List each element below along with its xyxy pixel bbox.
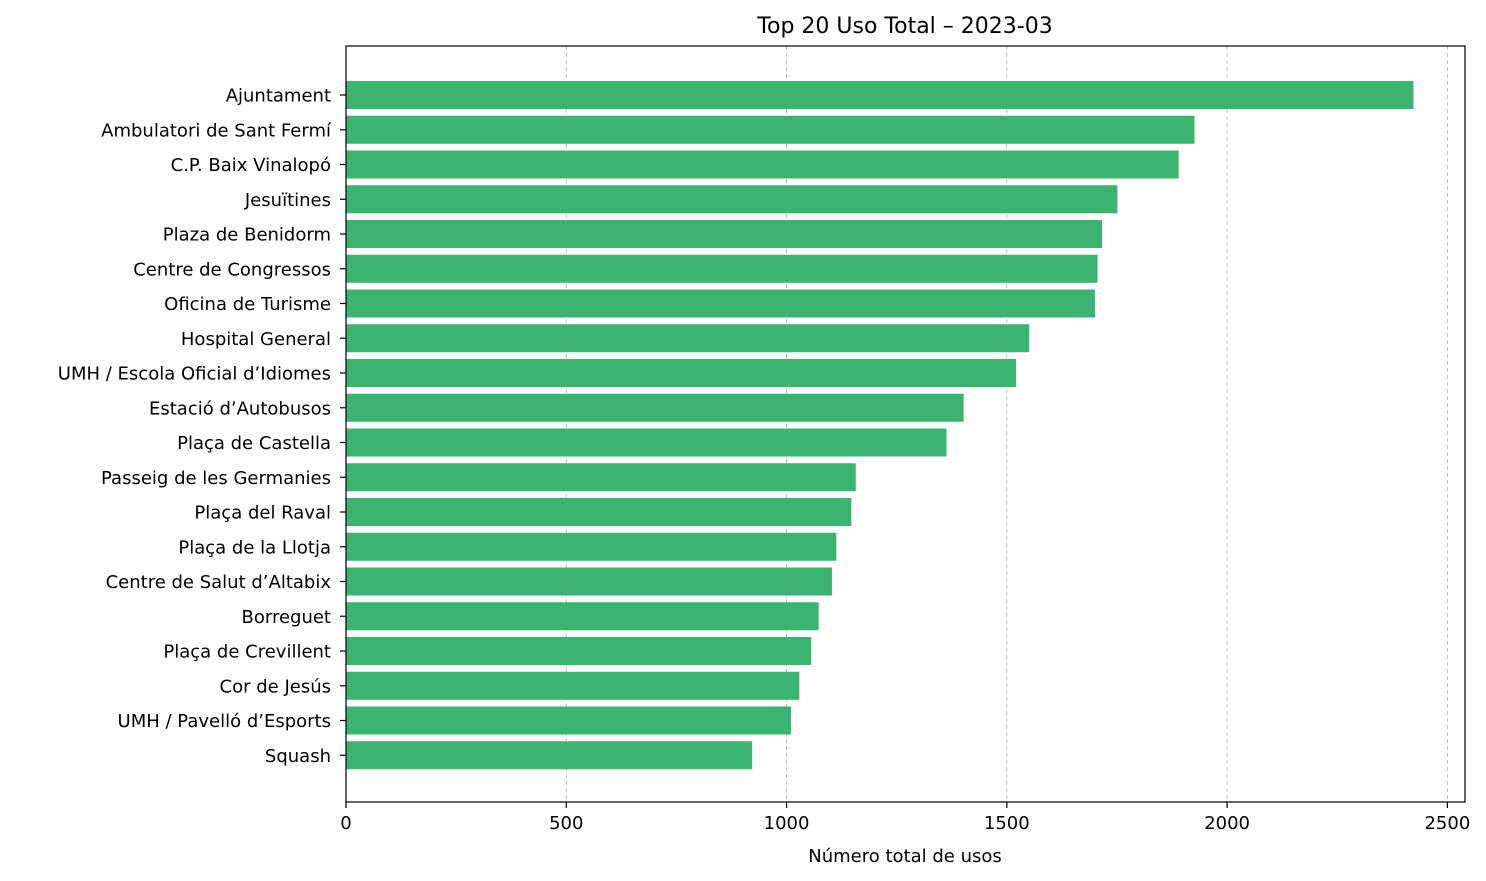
category-label: C.P. Baix Vinalopó <box>171 155 331 176</box>
bar <box>346 706 791 735</box>
bar <box>346 289 1095 318</box>
bar <box>346 81 1414 109</box>
category-label: Jesuïtines <box>244 190 331 211</box>
bar <box>346 671 800 700</box>
plot-frame <box>345 45 1466 803</box>
bars-layer <box>346 81 1414 770</box>
bar <box>346 532 837 561</box>
bar <box>346 637 812 665</box>
category-label: Passeig de les Germanies <box>101 468 331 489</box>
bar <box>346 220 1102 248</box>
category-label: Plaça de Castella <box>177 433 331 454</box>
category-label: Cor de Jesús <box>220 676 331 697</box>
x-tick-label: 1500 <box>984 813 1030 834</box>
chart-title: Top 20 Uso Total – 2023-03 <box>756 14 1052 39</box>
bar <box>346 741 753 770</box>
x-tick-label: 0 <box>340 813 351 834</box>
bar <box>346 393 964 422</box>
category-label: Plaza de Benidorm <box>163 225 331 246</box>
category-label: Ambulatori de Sant Fermí <box>101 120 332 141</box>
bar <box>346 428 947 457</box>
bar <box>346 463 856 492</box>
bar <box>346 359 1017 387</box>
x-tick-label: 1000 <box>764 813 810 834</box>
bar <box>346 185 1118 214</box>
category-label: Ajuntament <box>226 86 331 107</box>
category-label: Borreguet <box>242 607 332 628</box>
bar <box>346 324 1030 353</box>
category-label: Hospital General <box>181 329 331 350</box>
category-labels: Ajuntament Ambulatori de Sant Fermí C.P. B… <box>58 86 346 767</box>
bar <box>346 602 819 631</box>
bar <box>346 567 832 596</box>
x-axis-label: Número total de usos <box>808 846 1002 867</box>
bar <box>346 150 1179 179</box>
category-label: Plaça del Raval <box>194 503 331 524</box>
category-label: UMH / Pavelló d’Esports <box>118 711 331 732</box>
bar <box>346 254 1098 283</box>
x-tick-label: 500 <box>549 813 583 834</box>
bar <box>346 115 1195 144</box>
bar <box>346 498 852 526</box>
category-label: Centre de Congressos <box>133 259 331 280</box>
category-label: Estació d’Autobusos <box>149 398 331 419</box>
x-axis-ticks: 0 500 1000 1500 2000 2500 <box>340 802 1470 834</box>
category-label: Oficina de Turisme <box>164 294 331 315</box>
category-label: Plaça de la Llotja <box>178 537 331 558</box>
x-tick-label: 2500 <box>1424 813 1470 834</box>
category-label: Squash <box>265 746 331 767</box>
category-label: UMH / Escola Oficial d’Idiomes <box>58 364 331 385</box>
x-tick-label: 2000 <box>1204 813 1250 834</box>
category-label: Plaça de Crevillent <box>163 642 331 663</box>
category-label: Centre de Salut d’Altabix <box>106 572 332 593</box>
